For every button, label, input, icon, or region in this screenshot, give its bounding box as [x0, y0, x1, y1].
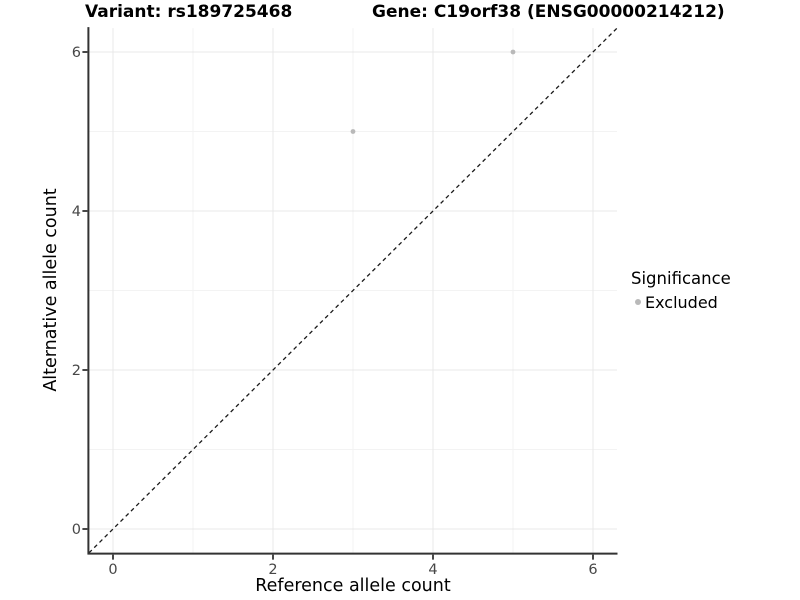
legend-item-label: Excluded	[645, 292, 718, 312]
legend-title: Significance	[631, 269, 731, 288]
x-tick-label: 0	[108, 562, 117, 578]
y-tick-label: 0	[72, 522, 81, 538]
y-axis-title: Alternative allele count	[41, 188, 61, 392]
legend: Significance Excluded	[631, 269, 731, 312]
y-tick-label: 6	[72, 45, 81, 61]
y-tick-label: 4	[72, 204, 81, 220]
x-tick-label: 6	[588, 562, 597, 578]
gene-title: Gene: C19orf38 (ENSG00000214212)	[372, 2, 725, 22]
x-tick-label: 4	[428, 562, 437, 578]
data-point	[510, 49, 516, 55]
legend-point-icon	[635, 299, 641, 305]
x-axis-title: Reference allele count	[255, 576, 451, 596]
data-point	[350, 129, 356, 134]
x-tick-label: 2	[268, 562, 277, 578]
y-tick-label: 2	[72, 363, 81, 379]
legend-item: Excluded	[635, 292, 731, 312]
identity-line	[88, 27, 618, 554]
variant-title: Variant: rs189725468	[85, 2, 293, 22]
